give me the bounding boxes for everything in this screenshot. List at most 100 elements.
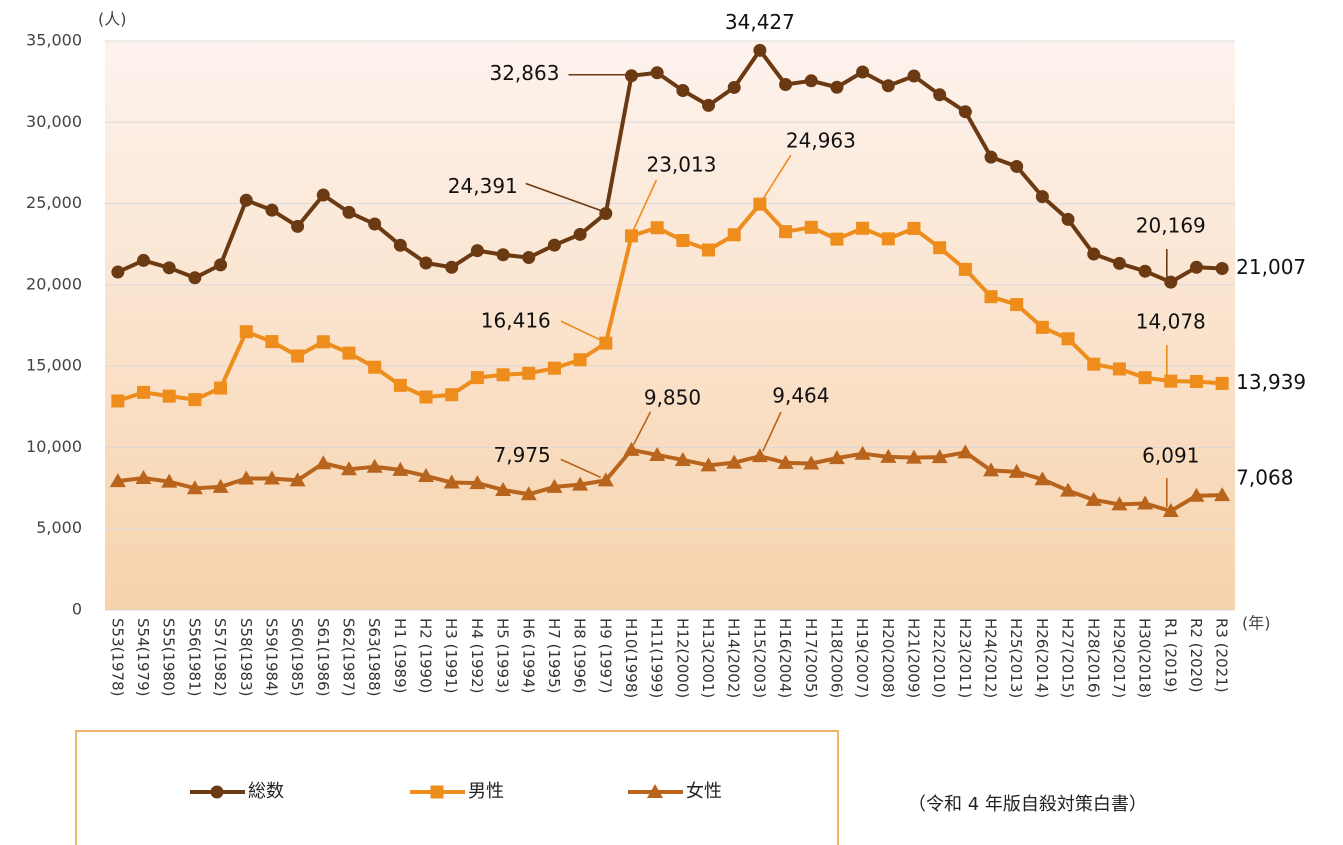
point — [1111, 496, 1128, 511]
point — [109, 473, 126, 488]
x-tick-label: S60(1985) — [288, 618, 306, 697]
point — [907, 69, 921, 83]
y-tick-label: 35,000 — [26, 31, 82, 50]
x-tick-label: H5 (1993) — [494, 618, 512, 693]
legend-item: 男性 — [410, 781, 504, 802]
leader-line — [632, 179, 658, 231]
x-tick-label: H4 (1992) — [468, 618, 486, 693]
x-tick-label: R3 (2021) — [1213, 618, 1231, 693]
point — [779, 225, 793, 239]
point — [573, 227, 587, 241]
point — [342, 346, 356, 360]
point — [161, 473, 178, 488]
x-tick-label: H13(2001) — [699, 618, 717, 698]
point — [624, 69, 638, 83]
x-tick-label: H27(2015) — [1059, 618, 1077, 698]
point — [214, 258, 228, 272]
point — [856, 221, 870, 235]
point — [830, 80, 844, 94]
point — [1189, 260, 1203, 274]
point — [1188, 487, 1205, 502]
point — [753, 197, 767, 211]
point — [1137, 495, 1154, 510]
point — [1112, 362, 1126, 376]
point — [316, 188, 330, 202]
x-tick-label: H26(2014) — [1033, 618, 1051, 698]
point — [881, 232, 895, 246]
x-tick-label: H23(2011) — [956, 618, 974, 698]
point — [393, 378, 407, 392]
point — [676, 234, 690, 248]
series-line — [117, 447, 1223, 513]
legend-marker — [430, 785, 444, 799]
point — [700, 457, 717, 472]
point — [445, 388, 459, 402]
point — [649, 446, 666, 461]
point — [1138, 371, 1152, 385]
y-tick-label: 20,000 — [26, 274, 82, 293]
point — [803, 455, 820, 470]
point — [188, 271, 202, 285]
point — [419, 256, 433, 270]
legend — [75, 730, 839, 845]
x-tick-label: H10(1998) — [622, 618, 640, 698]
x-tick-label: H3 (1991) — [442, 618, 460, 693]
point — [470, 371, 484, 385]
leader-line — [762, 154, 792, 200]
point — [1008, 463, 1025, 478]
x-tick-label: H21(2009) — [904, 618, 922, 698]
x-tick-label: R2 (2020) — [1187, 618, 1205, 693]
plot-area — [105, 41, 1235, 610]
point — [777, 454, 794, 469]
point — [419, 390, 433, 404]
point — [1085, 491, 1102, 506]
point — [186, 480, 203, 495]
point — [547, 238, 561, 252]
point — [520, 486, 537, 501]
point — [907, 221, 921, 235]
y-tick-label: 25,000 — [26, 193, 82, 212]
x-tick-label: H18(2006) — [827, 618, 845, 698]
legend-marker — [647, 784, 663, 798]
legend-marker — [210, 785, 224, 799]
point — [162, 389, 176, 403]
x-tick-label: H6 (1994) — [519, 618, 537, 693]
point — [1087, 357, 1101, 371]
x-tick-label: S57(1982) — [211, 618, 229, 697]
point — [265, 335, 279, 349]
point — [316, 335, 330, 349]
point — [469, 475, 486, 490]
point — [779, 77, 793, 91]
point — [624, 229, 638, 243]
x-tick-label: S55(1980) — [160, 618, 178, 697]
x-tick-label: R1 (2019) — [1161, 618, 1179, 693]
x-tick-label: H30(2018) — [1136, 618, 1154, 698]
point — [727, 80, 741, 94]
point — [239, 193, 253, 207]
point — [650, 66, 664, 80]
point — [547, 361, 561, 375]
point — [496, 368, 510, 382]
point — [162, 261, 176, 275]
data-label: 21,007 — [1236, 255, 1306, 279]
point — [111, 265, 125, 279]
legend-label: 女性 — [686, 781, 722, 802]
x-tick-label: H15(2003) — [750, 618, 768, 698]
x-tick-label: H1 (1989) — [391, 618, 409, 693]
x-tick-label: S56(1981) — [185, 618, 203, 697]
y-unit: (人) — [98, 10, 127, 29]
data-label: 24,963 — [786, 129, 856, 153]
point — [753, 43, 767, 57]
point — [957, 444, 974, 459]
point — [905, 449, 922, 464]
point — [573, 353, 587, 367]
leader-line — [560, 458, 602, 479]
point — [880, 448, 897, 463]
y-tick-label: 10,000 — [26, 437, 82, 456]
legend-item: 総数 — [190, 781, 284, 802]
point — [984, 290, 998, 304]
point — [1010, 159, 1024, 173]
x-tick-label: S62(1987) — [339, 618, 357, 697]
point — [804, 74, 818, 88]
point — [111, 394, 125, 408]
